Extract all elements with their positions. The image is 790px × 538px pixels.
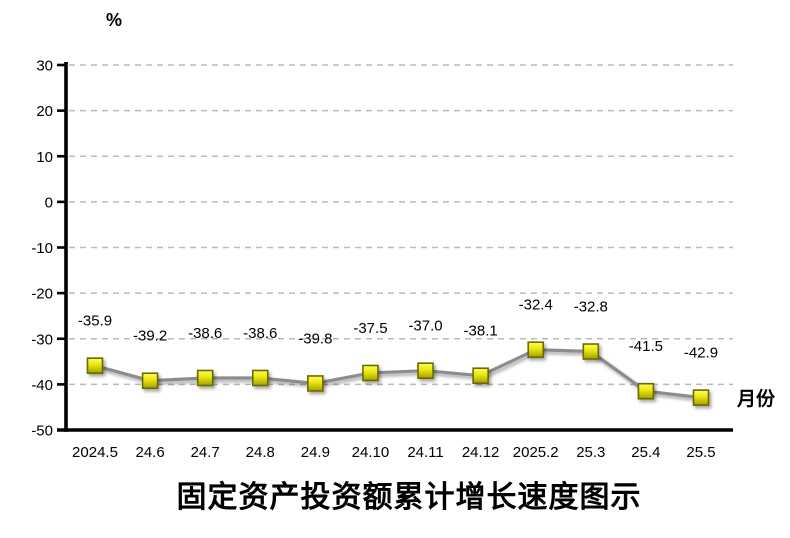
y-tick-label: -20 xyxy=(31,286,53,303)
axes-layer xyxy=(57,62,733,432)
data-point-marker xyxy=(417,362,434,379)
x-tick-label: 24.12 xyxy=(462,444,500,461)
y-tick-label: -50 xyxy=(31,423,53,440)
data-point-marker xyxy=(86,357,104,374)
x-tick-label: 25.5 xyxy=(686,444,715,461)
y-axis-unit-label: % xyxy=(106,10,123,30)
x-tick-label: 24.11 xyxy=(407,444,443,461)
x-tick-label: 25.4 xyxy=(631,444,660,461)
data-point-marker xyxy=(251,369,269,387)
x-tick-label: 24.7 xyxy=(191,444,220,461)
data-point-marker xyxy=(527,341,545,359)
y-tick-label: 0 xyxy=(45,194,53,211)
chart-title: 固定资产投资额累计增长速度图示 xyxy=(176,481,642,514)
series-line xyxy=(93,348,703,400)
y-tick-label: -10 xyxy=(31,240,53,257)
y-tick-label: 20 xyxy=(36,103,53,120)
data-label: -42.9 xyxy=(684,345,718,362)
data-point-marker xyxy=(692,389,710,406)
data-point-marker xyxy=(196,369,214,387)
x-axis-unit-label: 月份 xyxy=(737,389,776,410)
x-tick-label: 24.10 xyxy=(352,444,390,461)
x-tick-label: 24.8 xyxy=(246,444,275,461)
x-tick-label: 25.3 xyxy=(576,444,605,461)
x-tick-label: 24.6 xyxy=(135,444,164,461)
y-tick-label: 30 xyxy=(36,58,53,75)
gridlines-layer xyxy=(69,64,733,386)
x-tick-label: 2025.2 xyxy=(513,444,559,461)
data-label: -35.9 xyxy=(78,313,112,330)
data-label: -39.8 xyxy=(298,330,332,347)
data-label: -37.5 xyxy=(353,320,387,337)
data-label: -38.6 xyxy=(243,325,277,342)
data-point-marker xyxy=(472,367,489,385)
data-label: -37.0 xyxy=(408,318,442,335)
labels-layer: 30 20 10 0 -10 -20 -30 -40 -50 -35.9 2024.5 -39.2 24… xyxy=(31,58,718,462)
data-label: -38.6 xyxy=(188,325,222,342)
data-point-marker xyxy=(582,343,600,360)
data-label: -39.2 xyxy=(133,328,167,345)
y-tick-label: -40 xyxy=(31,377,53,394)
data-label: -32.8 xyxy=(574,299,608,316)
data-label: -38.1 xyxy=(464,323,498,340)
data-point-marker xyxy=(637,382,655,400)
y-tick-label: -30 xyxy=(31,331,53,348)
data-point-marker xyxy=(307,375,324,392)
data-point-marker xyxy=(141,372,159,390)
y-tick-label: 10 xyxy=(36,149,53,166)
data-label: -32.4 xyxy=(519,297,553,314)
data-label: -41.5 xyxy=(629,338,663,355)
x-tick-label: 2024.5 xyxy=(72,444,118,461)
x-tick-label: 24.9 xyxy=(301,444,330,461)
series-layer xyxy=(86,341,710,406)
data-point-marker xyxy=(362,364,379,382)
